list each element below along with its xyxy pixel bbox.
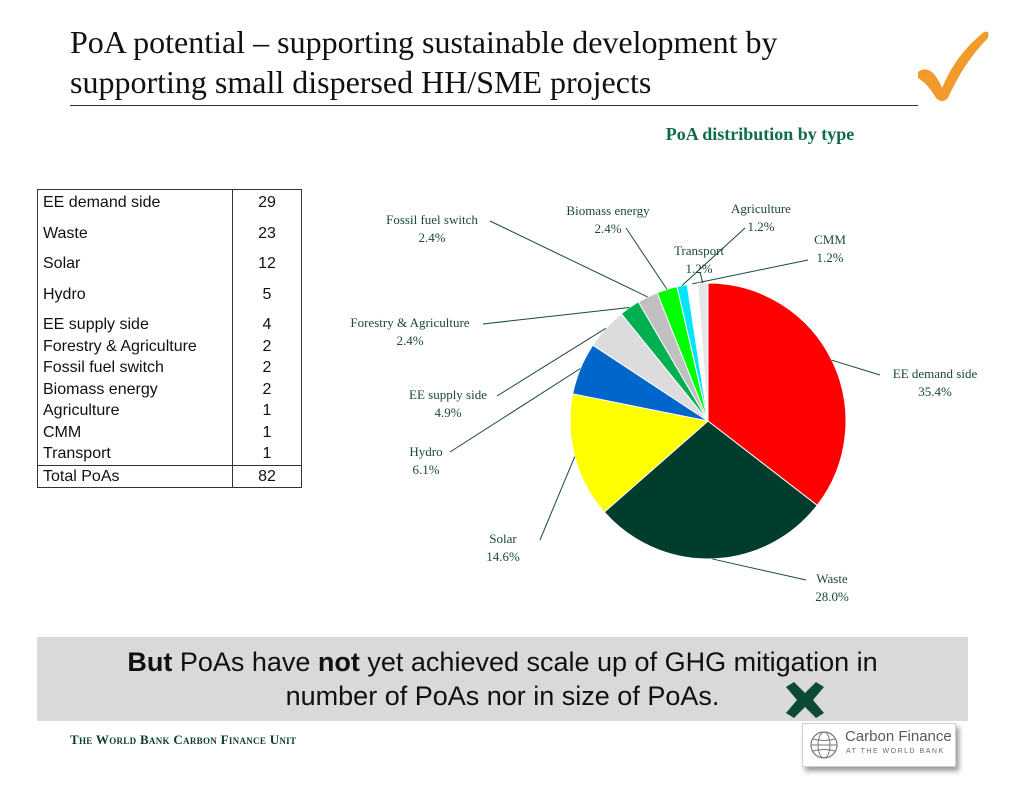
slice-label: EE supply side	[409, 387, 487, 402]
table-cell-value: 4	[232, 314, 302, 336]
conclusion-banner: But PoAs have not yet achieved scale up …	[37, 637, 968, 721]
slice-label: Fossil fuel switch	[386, 212, 478, 227]
banner-but: But	[127, 647, 173, 677]
slice-label: Biomass energy	[566, 203, 650, 218]
banner-text-a: PoAs have	[172, 647, 318, 677]
logo-name: Carbon Finance	[845, 728, 952, 745]
table-row: Solar 12	[37, 253, 302, 284]
slice-value-label: 35.4%	[918, 384, 952, 399]
slice-value-label: 4.9%	[434, 405, 461, 420]
leader-line	[699, 271, 704, 284]
banner-text-b: yet achieved scale up of GHG mitigation …	[359, 647, 878, 677]
leader-line	[482, 306, 630, 325]
table-row: Fossil fuel switch 2	[37, 357, 302, 379]
table-cell-value: 2	[232, 335, 302, 357]
cross-icon	[786, 682, 824, 718]
table-cell-value: 12	[232, 253, 302, 284]
table-cell-category: EE supply side	[37, 314, 233, 336]
slice-value-label: 14.6%	[486, 549, 520, 564]
leader-line	[712, 558, 807, 581]
checkmark-icon	[918, 31, 989, 102]
table-cell-value: 1	[232, 421, 302, 443]
table-row: Waste 23	[37, 222, 302, 253]
pie-slice	[569, 393, 710, 513]
slice-label: EE demand side	[893, 366, 978, 381]
table-cell-category: Agriculture	[37, 400, 233, 422]
table-cell-category: Biomass energy	[37, 378, 233, 400]
table-row: Forestry & Agriculture 2	[37, 335, 302, 357]
slice-value-label: 2.4%	[396, 333, 423, 348]
banner-not: not	[317, 647, 360, 677]
table-cell-category: Forestry & Agriculture	[37, 335, 233, 357]
poa-count-table: EE demand side 29 Waste 23 Solar 12 Hydr…	[37, 189, 302, 488]
leader-line	[489, 220, 648, 298]
title-line-1: PoA potential – supporting sustainable d…	[70, 24, 778, 60]
table-row: EE demand side 29	[37, 189, 302, 223]
table-cell-value: 5	[232, 283, 302, 314]
table-total-label: Total PoAs	[37, 464, 233, 488]
slice-value-label: 1.2%	[685, 261, 712, 276]
slice-label: Waste	[816, 571, 848, 586]
slice-value-label: 28.0%	[815, 589, 849, 604]
table-total-row: Total PoAs 82	[37, 464, 302, 488]
leader-line	[625, 227, 668, 290]
slice-label: Solar	[489, 531, 517, 546]
title-divider	[70, 105, 918, 106]
table-row: Hydro 5	[37, 283, 302, 314]
pie-chart: EE demand side 35.4% Waste 28.0% Solar 14.6% H…	[350, 201, 978, 604]
slice-value-label: 2.4%	[418, 230, 445, 245]
table-row: Agriculture 1	[37, 400, 302, 422]
banner-line-2: number of PoAs nor in size of PoAs.	[285, 681, 720, 711]
slice-value-label: 1.2%	[747, 219, 774, 234]
slide-title: PoA potential – supporting sustainable d…	[70, 22, 930, 102]
table-cell-value: 29	[232, 189, 302, 223]
table-cell-category: Transport	[37, 443, 233, 465]
table-row: EE supply side 4	[37, 314, 302, 336]
leader-line	[539, 456, 576, 541]
title-line-2: supporting small dispersed HH/SME projec…	[70, 64, 652, 100]
slice-label: Hydro	[409, 444, 442, 459]
slice-value-label: 2.4%	[594, 221, 621, 236]
globe-icon	[810, 731, 838, 759]
pie-slice	[603, 420, 818, 560]
table-cell-category: EE demand side	[37, 189, 233, 223]
table-row: Biomass energy 2	[37, 378, 302, 400]
table-cell-value: 2	[232, 357, 302, 379]
table-cell-category: Waste	[37, 222, 233, 253]
table-cell-value: 1	[232, 400, 302, 422]
carbon-finance-logo: Carbon Finance AT THE WORLD BANK	[802, 723, 956, 767]
table-row: Transport 1	[37, 443, 302, 465]
slice-label: Transport	[674, 243, 724, 258]
table-cell-category: CMM	[37, 421, 233, 443]
slice-label: CMM	[814, 232, 846, 247]
table-cell-category: Fossil fuel switch	[37, 357, 233, 379]
leader-line	[692, 259, 809, 285]
chart-title: PoA distribution by type	[665, 124, 855, 144]
slice-label: Forestry & Agriculture	[350, 315, 469, 330]
footer-text: The World Bank Carbon Finance Unit	[70, 732, 297, 747]
table-cell-value: 23	[232, 222, 302, 253]
table-cell-value: 1	[232, 443, 302, 465]
table-cell-category: Solar	[37, 253, 233, 284]
table-cell-category: Hydro	[37, 283, 233, 314]
slice-label: Agriculture	[731, 201, 791, 216]
banner-line-1: But PoAs have not yet achieved scale up …	[37, 645, 968, 679]
table-cell-value: 2	[232, 378, 302, 400]
slice-value-label: 6.1%	[412, 462, 439, 477]
logo-subtitle: AT THE WORLD BANK	[846, 748, 945, 755]
table-row: CMM 1	[37, 421, 302, 443]
leader-line	[496, 327, 607, 397]
slice-value-label: 1.2%	[816, 250, 843, 265]
leader-line	[681, 227, 746, 286]
leader-line	[449, 368, 581, 453]
leader-line	[831, 359, 881, 376]
table-total-value: 82	[232, 464, 302, 488]
